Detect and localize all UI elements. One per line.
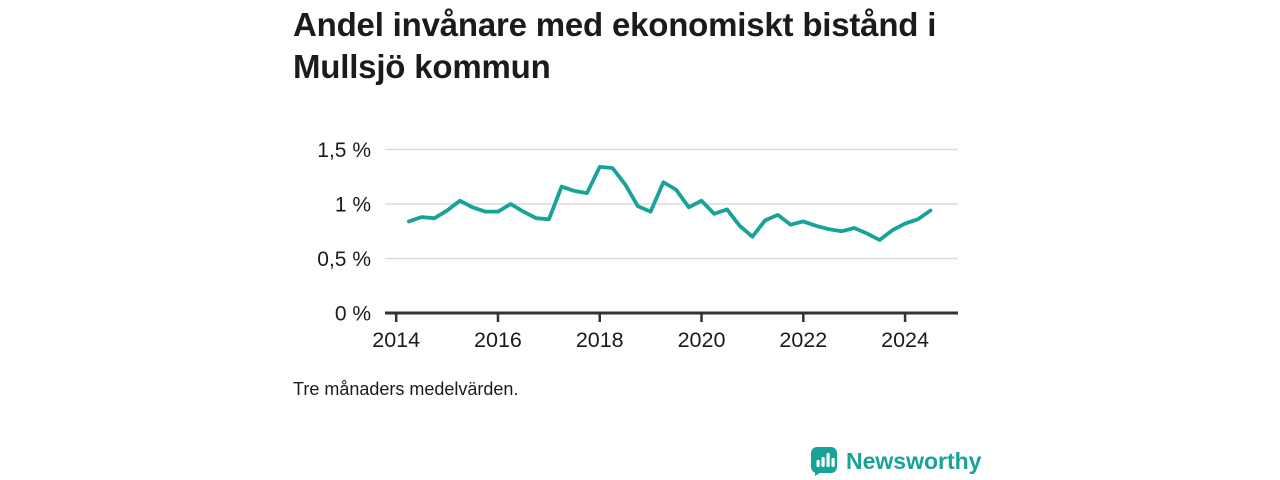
y-axis-tick-label: 1,5 % [317, 139, 371, 162]
y-axis-tick-label: 0 % [335, 303, 371, 326]
x-axis-tick-label: 2024 [881, 328, 929, 352]
chart-caption: Tre månaders medelvärden. [293, 379, 519, 399]
x-axis-tick-label: 2020 [678, 328, 726, 352]
newsworthy-logo[interactable]: Newsworthy [810, 446, 981, 476]
bar-chart-bubble-icon [811, 447, 837, 476]
newsworthy-logo-text: Newsworthy [846, 447, 982, 474]
y-axis-tick-label: 1 % [335, 194, 371, 217]
x-axis-tick-label: 2018 [576, 328, 624, 352]
chart-title: Andel invånare med ekonomiskt bistånd i … [293, 6, 937, 85]
x-axis-tick-label: 2014 [372, 328, 420, 352]
y-axis-tick-label: 0,5 % [317, 248, 371, 271]
trend-line [406, 164, 933, 242]
x-axis-tick-label: 2016 [474, 328, 522, 352]
x-axis-tick-label: 2022 [779, 328, 827, 352]
